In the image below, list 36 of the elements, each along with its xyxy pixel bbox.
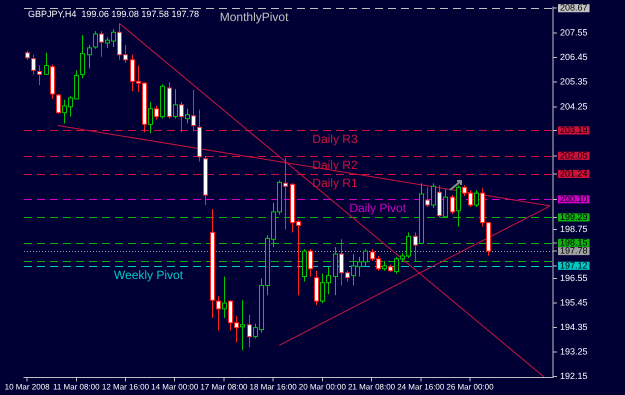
- x-tick-label: 24 Mar 16:00: [397, 382, 445, 392]
- y-tick-label: 193.25: [560, 346, 588, 357]
- y-tick-label: 196.55: [560, 273, 588, 284]
- x-tick-label: 12 Mar 16:00: [102, 382, 150, 392]
- y-tick-label: 208.67: [560, 2, 588, 13]
- y-tick-label: 207.55: [560, 28, 588, 38]
- y-tick-label: 204.25: [560, 101, 588, 112]
- x-tick-label: 17 Mar 08:00: [200, 382, 248, 392]
- x-tick-label: 26 Mar 00:00: [446, 382, 494, 392]
- chart-title: GBPJPY,H4 199.06 199.08 197.58 197.78: [28, 9, 199, 20]
- ref-line-label: Daily R1: [312, 176, 358, 190]
- y-tick-label: 192.15: [560, 371, 588, 382]
- x-tick-label: 14 Mar 00:00: [151, 382, 199, 392]
- x-tick-label: 10 Mar 2008: [4, 382, 50, 392]
- y-tick-label: 201.24: [560, 168, 588, 178]
- y-tick-label: 195.45: [560, 298, 588, 308]
- ref-line-label: MonthlyPivot: [220, 10, 290, 24]
- x-tick-label: 11 Mar 08:00: [53, 382, 100, 392]
- y-tick-label: 206.45: [560, 52, 588, 62]
- y-tick-label: 198.15: [560, 237, 588, 248]
- ref-line-label: Daily Pivot: [349, 200, 407, 215]
- y-tick-label: 205.35: [560, 76, 588, 87]
- x-tick-label: 21 Mar 08:00: [348, 382, 396, 392]
- y-tick-label: 197.78: [560, 246, 588, 256]
- y-tick-label: 202.05: [560, 150, 588, 160]
- y-tick-label: 198.75: [560, 224, 588, 234]
- x-tick-label: 20 Mar 00:00: [298, 382, 346, 392]
- x-tick-label: 18 Mar 16:00: [250, 382, 298, 392]
- y-tick-label: 200.10: [560, 194, 588, 204]
- ref-line-label: Weekly Pivot: [114, 268, 184, 282]
- ref-line-label: Daily R2: [312, 158, 358, 172]
- y-tick-label: 199.29: [560, 212, 588, 222]
- y-tick-label: 197.12: [560, 260, 588, 270]
- ref-line-label: Daily R3: [312, 132, 358, 146]
- y-tick-label: 203.19: [560, 124, 588, 135]
- y-tick-label: 194.35: [560, 322, 588, 332]
